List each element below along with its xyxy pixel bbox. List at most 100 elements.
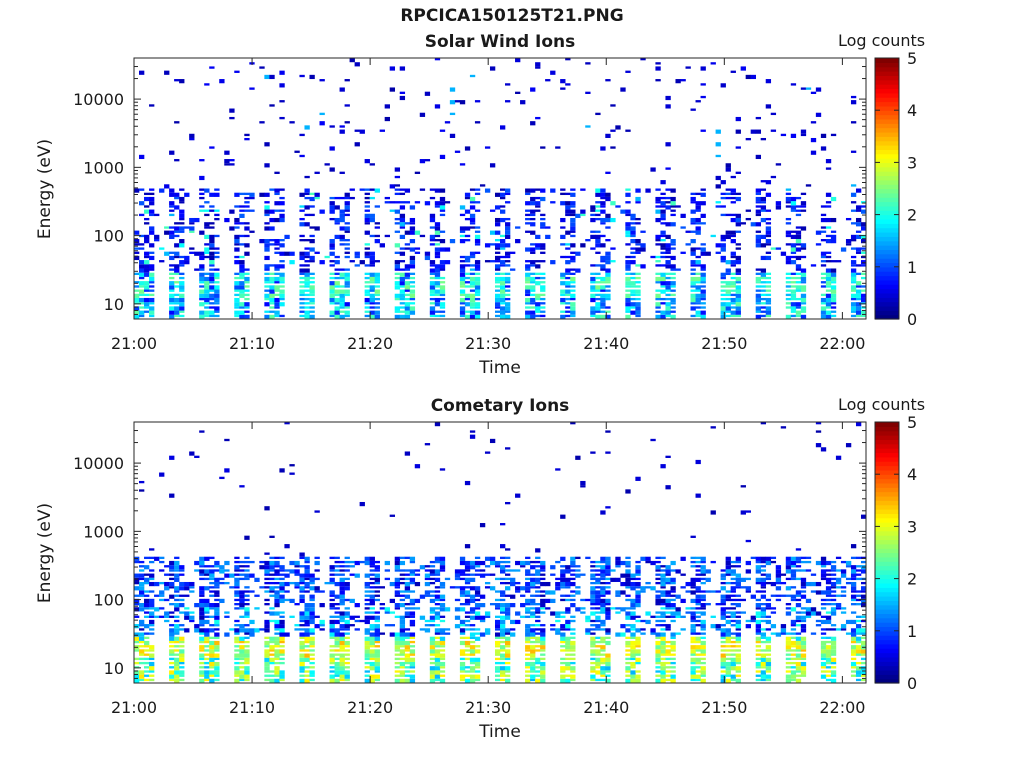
heatmap-cell (149, 276, 155, 282)
heatmap-cell (439, 607, 446, 612)
heatmap-cell (695, 293, 701, 298)
heatmap-cell (655, 657, 661, 662)
heatmap-cell (785, 661, 792, 665)
heatmap-cell (565, 607, 571, 612)
heatmap-cell (790, 573, 797, 578)
heatmap-cell (264, 678, 270, 682)
heatmap-cell (439, 678, 446, 683)
heatmap-cell (535, 293, 541, 298)
heatmap-cell (234, 594, 240, 597)
heatmap-cell (500, 632, 506, 637)
heatmap-cell (279, 217, 285, 223)
heatmap-cell (374, 586, 380, 589)
heatmap-cell (339, 590, 345, 595)
heatmap-cell (494, 619, 501, 625)
heatmap-cell (795, 285, 802, 290)
heatmap-cell (404, 653, 411, 658)
heatmap-cell (665, 594, 671, 597)
heatmap-cell (399, 560, 406, 566)
heatmap-cell (735, 649, 741, 652)
heatmap-cell (795, 314, 802, 318)
heatmap-cell (625, 289, 631, 292)
heatmap-cell (269, 607, 275, 610)
heatmap-cell (570, 649, 576, 652)
heatmap-cell (675, 594, 681, 599)
heatmap-cell (695, 201, 701, 206)
heatmap-cell (484, 146, 491, 149)
heatmap-cell (530, 645, 536, 650)
heatmap-cell (800, 560, 807, 564)
heatmap-cell (319, 260, 325, 265)
heatmap-cell (409, 661, 416, 667)
heatmap-cell (144, 272, 150, 277)
heatmap-cell (665, 310, 671, 315)
heatmap-cell (234, 297, 240, 303)
heatmap-cell (149, 310, 155, 315)
heatmap-cell (815, 243, 822, 246)
heatmap-cell (459, 632, 466, 635)
heatmap-cell (394, 293, 401, 298)
heatmap-cell (630, 611, 636, 616)
heatmap-cell (364, 264, 370, 267)
heatmap-cell (765, 209, 772, 212)
heatmap-cell (434, 640, 441, 646)
heatmap-cell (279, 670, 285, 675)
heatmap-cell (740, 586, 746, 589)
heatmap-cell (384, 577, 390, 581)
heatmap-cell (765, 628, 772, 631)
heatmap-cell (820, 649, 827, 654)
heatmap-cell (655, 619, 661, 623)
heatmap-cell (234, 234, 240, 240)
heatmap-cell (204, 310, 210, 315)
heatmap-cell (850, 666, 857, 669)
heatmap-cell (264, 598, 270, 602)
heatmap-cell (735, 598, 741, 602)
heatmap-cell (244, 556, 250, 560)
heatmap-cell (635, 310, 641, 315)
heatmap-cell (590, 230, 596, 233)
heatmap-cell (269, 74, 275, 80)
heatmap-cell (600, 268, 606, 271)
heatmap-cell (284, 422, 290, 425)
heatmap-cell (790, 293, 797, 298)
heatmap-cell (830, 234, 837, 240)
heatmap-cell (474, 645, 481, 648)
heatmap-cell (730, 577, 736, 581)
heatmap-cell (149, 598, 155, 604)
heatmap-cell (795, 619, 802, 623)
heatmap-cell (660, 217, 666, 221)
panel-title-solar-wind: Solar Wind Ions (424, 32, 576, 52)
heatmap-cell (424, 590, 431, 595)
heatmap-cell (139, 670, 145, 675)
heatmap-cell (249, 632, 255, 637)
heatmap-cell (535, 636, 541, 641)
heatmap-cell (560, 226, 566, 229)
heatmap-cell (650, 438, 656, 442)
heatmap-cell (505, 628, 511, 633)
heatmap-cell (199, 192, 205, 196)
heatmap-cell (760, 636, 767, 640)
heatmap-cell (725, 260, 731, 265)
heatmap-cell (590, 314, 596, 318)
heatmap-cell (374, 645, 380, 648)
heatmap-cell (745, 569, 751, 574)
heatmap-cell (605, 603, 611, 606)
heatmap-cell (269, 619, 275, 623)
heatmap-cell (530, 678, 536, 682)
heatmap-cell (540, 213, 546, 217)
heatmap-cell (469, 268, 476, 271)
heatmap-cell (209, 209, 215, 212)
heatmap-cell (590, 289, 596, 292)
heatmap-cell (750, 74, 756, 80)
heatmap-cell (590, 310, 596, 315)
heatmap-cell (850, 619, 857, 625)
heatmap-cell (494, 598, 501, 602)
heatmap-cell (505, 264, 511, 267)
heatmap-cell (630, 624, 636, 629)
heatmap-cell (505, 501, 511, 505)
heatmap-cell (755, 649, 762, 652)
heatmap-cell (825, 239, 832, 244)
heatmap-cell (775, 598, 782, 602)
heatmap-cell (560, 632, 566, 637)
heatmap-cell (264, 670, 270, 673)
